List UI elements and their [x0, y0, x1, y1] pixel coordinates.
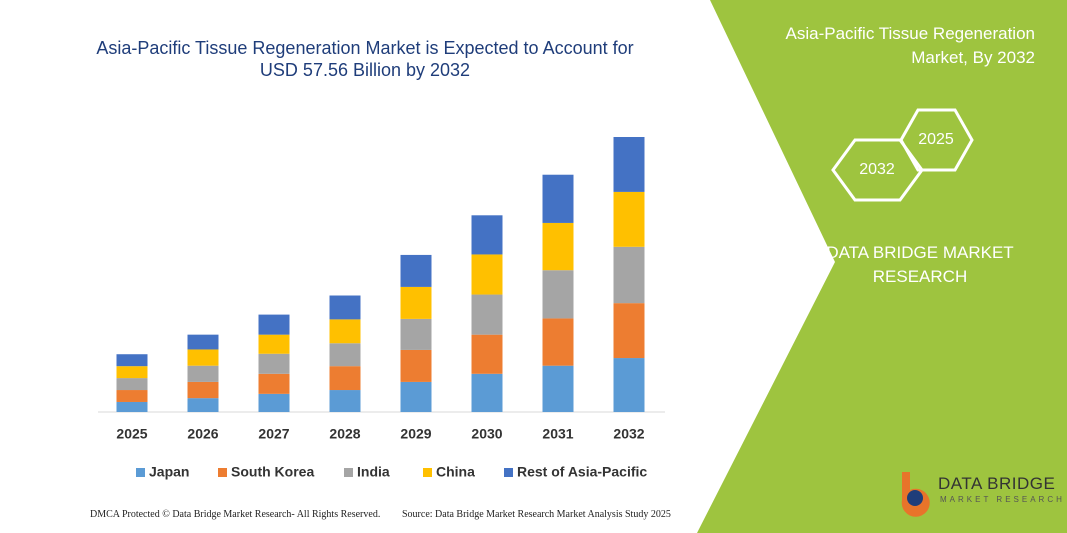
bar-segment	[116, 401, 148, 412]
x-tick-label: 2029	[400, 426, 431, 442]
logo-tagline: MARKET RESEARCH	[940, 495, 1065, 504]
x-tick-label: 2027	[258, 426, 289, 442]
bar-segment	[471, 373, 503, 412]
x-tick-label: 2026	[187, 426, 218, 442]
chart-title: Asia-Pacific Tissue Regeneration Market …	[96, 38, 634, 80]
x-tick-label: 2032	[613, 426, 644, 442]
bar-segment	[542, 365, 574, 412]
bar-segment	[613, 137, 645, 192]
legend-label: Japan	[149, 464, 189, 480]
logo-name: DATA BRIDGE	[938, 474, 1056, 493]
bar-segment	[613, 303, 645, 359]
bar-segment	[258, 353, 290, 374]
bar-segment	[258, 373, 290, 394]
legend-swatch	[423, 468, 432, 477]
bar-segment	[329, 319, 361, 344]
footer-left: DMCA Protected © Data Bridge Market Rese…	[90, 509, 381, 520]
bar-segment	[116, 378, 148, 391]
bar-segment	[400, 286, 432, 319]
bar-segment	[116, 390, 148, 402]
plot: 2025 2026 2027 2028 2029 2030 2031 2032 Japan Sou…	[116, 137, 647, 480]
bar-segment	[187, 365, 219, 382]
bar-segment	[329, 390, 361, 412]
hexagon	[899, 108, 974, 172]
bar-segment	[116, 366, 148, 379]
panel-brand: DATA BRIDGE MARKET RESEARCH	[826, 243, 1014, 286]
bar-segment	[258, 334, 290, 354]
legend-swatch	[136, 468, 145, 477]
legend-label: South Korea	[231, 464, 314, 480]
bar-segment	[542, 174, 574, 223]
x-tick-label: 2030	[471, 426, 502, 442]
panel-title: Asia-Pacific Tissue Regeneration Market,…	[785, 24, 1035, 67]
legend-swatch	[504, 468, 513, 477]
footer-right: Source: Data Bridge Market Research Mark…	[402, 509, 671, 520]
x-tick-label: 2031	[542, 426, 573, 442]
bar-segment	[258, 393, 290, 412]
bar-segment	[613, 358, 645, 412]
legend-swatch	[218, 468, 227, 477]
hex-label: 2025	[918, 131, 954, 148]
bar-segment	[400, 381, 432, 412]
bar-segment	[471, 334, 503, 374]
bar-segment	[471, 294, 503, 335]
side-panel	[697, 0, 1067, 533]
legend-swatch	[344, 468, 353, 477]
legend-label: Rest of Asia-Pacific	[517, 464, 647, 480]
bar-segment	[187, 334, 219, 350]
bar-segment	[329, 343, 361, 367]
legend-label: India	[357, 464, 390, 480]
legend-label: China	[436, 464, 475, 480]
bar-segment	[329, 295, 361, 320]
bar-segment	[329, 366, 361, 391]
logo-icon	[907, 490, 923, 506]
hex-label: 2032	[859, 161, 895, 178]
bar-segment	[613, 191, 645, 247]
x-tick-label: 2028	[329, 426, 360, 442]
bar-segment	[400, 349, 432, 382]
x-tick-label: 2025	[116, 426, 147, 442]
bar-segment	[116, 354, 148, 367]
bar-segment	[187, 398, 219, 412]
bar-segment	[187, 381, 219, 399]
bar-segment	[613, 246, 645, 304]
bar-segment	[542, 318, 574, 366]
bar-segment	[187, 349, 219, 366]
bar-segment	[400, 254, 432, 287]
bar-segment	[471, 254, 503, 295]
bar-segment	[542, 222, 574, 271]
bar-segment	[400, 318, 432, 350]
bar-segment	[542, 270, 574, 319]
bar-segment	[471, 215, 503, 255]
bar-segment	[258, 314, 290, 335]
